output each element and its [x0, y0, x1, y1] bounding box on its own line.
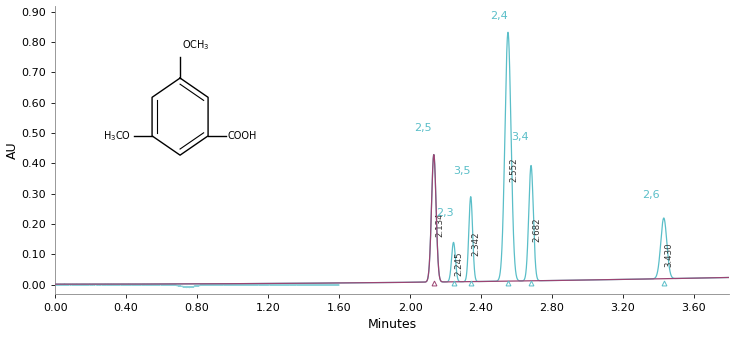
Y-axis label: AU: AU	[6, 141, 18, 158]
Text: 2,5: 2,5	[414, 123, 431, 133]
Text: 2,3: 2,3	[436, 208, 453, 218]
Text: 3,4: 3,4	[512, 132, 529, 142]
X-axis label: Minutes: Minutes	[368, 318, 417, 332]
Text: 2,4: 2,4	[490, 11, 508, 21]
Text: 2.552: 2.552	[509, 157, 518, 182]
Text: 3.430: 3.430	[665, 242, 674, 267]
Text: 2.342: 2.342	[472, 231, 481, 256]
Text: 2.245: 2.245	[454, 252, 464, 276]
Text: OCH$_3$: OCH$_3$	[182, 38, 209, 52]
Text: 2,6: 2,6	[642, 190, 660, 200]
Text: COOH: COOH	[227, 131, 257, 141]
Text: 3,5: 3,5	[453, 165, 471, 176]
Text: 2.682: 2.682	[532, 217, 541, 242]
Text: H$_3$CO: H$_3$CO	[104, 129, 132, 143]
Text: 2.134: 2.134	[435, 212, 444, 237]
